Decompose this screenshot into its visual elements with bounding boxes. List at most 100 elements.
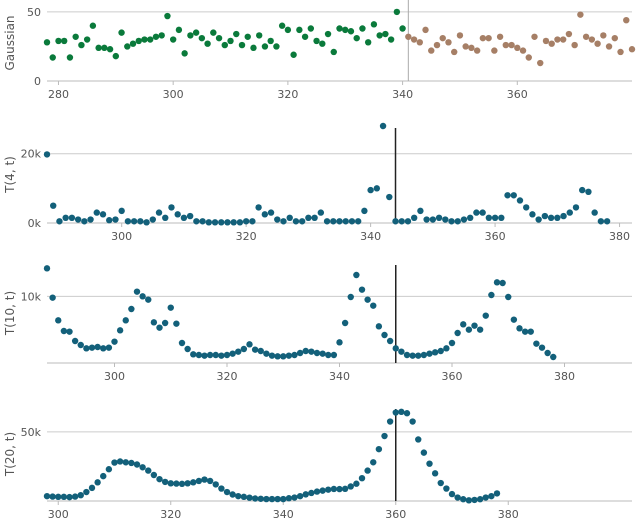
x-tick-label: 340 <box>273 508 294 521</box>
data-point <box>353 34 360 42</box>
data-point <box>139 464 146 471</box>
data-point <box>181 50 188 57</box>
data-point <box>582 33 590 40</box>
data-point <box>210 29 217 36</box>
data-point <box>417 207 424 215</box>
data-point <box>291 351 298 359</box>
data-point <box>566 209 573 216</box>
data-point <box>201 476 208 483</box>
data-point <box>215 34 223 42</box>
data-point <box>485 34 492 42</box>
data-point <box>330 218 337 225</box>
data-point <box>393 8 401 16</box>
x-tick-label: 360 <box>507 88 528 101</box>
data-point <box>448 339 456 347</box>
data-point <box>143 219 150 226</box>
data-point <box>175 26 183 34</box>
data-point <box>55 37 62 45</box>
data-point <box>443 485 450 492</box>
data-point <box>550 353 557 361</box>
data-point <box>62 214 69 222</box>
data-point <box>460 496 467 503</box>
data-point <box>178 339 186 347</box>
data-point <box>184 480 191 487</box>
data-point <box>198 34 206 42</box>
x-tick-label: 380 <box>554 370 575 383</box>
data-point <box>428 47 435 54</box>
data-point <box>405 33 412 40</box>
data-point <box>533 340 540 347</box>
data-point <box>423 216 430 223</box>
x-tick-label: 300 <box>48 508 69 521</box>
data-point <box>261 211 269 218</box>
data-point <box>223 488 231 496</box>
data-point <box>358 286 366 293</box>
data-point <box>442 216 449 223</box>
data-point <box>370 302 377 309</box>
data-point <box>439 34 446 42</box>
data-point <box>83 488 90 496</box>
data-point <box>456 32 464 39</box>
data-point <box>250 44 257 52</box>
data-point <box>212 351 219 359</box>
x-tick-label: 320 <box>160 508 181 521</box>
x-tick-label: 380 <box>609 230 630 243</box>
data-point <box>330 485 338 493</box>
data-point <box>323 218 331 225</box>
data-point <box>111 459 118 466</box>
y-axis-title: T(4, t) <box>3 156 17 194</box>
data-point <box>224 219 231 226</box>
data-point <box>133 461 141 468</box>
data-point <box>597 218 605 225</box>
y-tick-label: 10k <box>21 290 42 303</box>
chart-panel-3: 10k 300 320 340 360 380 T(10, t) <box>3 265 632 383</box>
data-point <box>364 39 372 46</box>
data-point <box>538 344 546 351</box>
data-point <box>55 493 62 501</box>
data-point <box>410 36 418 43</box>
data-point <box>325 486 332 493</box>
data-point <box>433 41 441 49</box>
data-point <box>116 327 124 334</box>
data-point <box>308 348 315 355</box>
data-point <box>409 418 416 425</box>
data-point <box>66 493 73 501</box>
data-point <box>296 26 303 34</box>
data-point <box>129 40 137 47</box>
chart-panel-4: 50k 300 320 340 360 380 T(20, t) <box>3 408 632 521</box>
data-point <box>330 351 338 359</box>
data-point <box>218 485 225 492</box>
data-point <box>516 197 524 204</box>
data-point <box>187 32 194 39</box>
x-tick-label: 320 <box>236 230 257 243</box>
data-point <box>68 214 76 222</box>
data-point <box>341 319 349 327</box>
data-point <box>251 495 259 502</box>
data-point <box>499 279 506 287</box>
data-point <box>460 321 467 328</box>
data-point <box>376 32 383 39</box>
data-point <box>273 43 280 50</box>
data-point <box>617 48 624 56</box>
data-point <box>367 186 374 194</box>
x-tick-label: 340 <box>392 88 413 101</box>
data-point <box>112 216 119 223</box>
data-point <box>462 43 469 50</box>
data-point <box>541 212 549 220</box>
data-point <box>364 467 371 474</box>
chart-panel-2: 0k 20k 300 320 340 360 380 T(4, t) <box>3 122 632 243</box>
data-point <box>302 491 309 498</box>
data-point <box>386 193 393 201</box>
data-point <box>221 41 228 49</box>
data-point <box>229 491 236 498</box>
data-point <box>373 185 381 192</box>
data-point <box>443 345 450 352</box>
data-point <box>106 46 114 53</box>
data-point <box>460 216 468 223</box>
x-tick-label: 300 <box>104 370 125 383</box>
data-point <box>577 11 584 18</box>
data-point <box>156 475 163 483</box>
data-point <box>482 494 489 501</box>
y-tick-label: 0 <box>34 75 41 88</box>
data-point <box>482 312 489 319</box>
